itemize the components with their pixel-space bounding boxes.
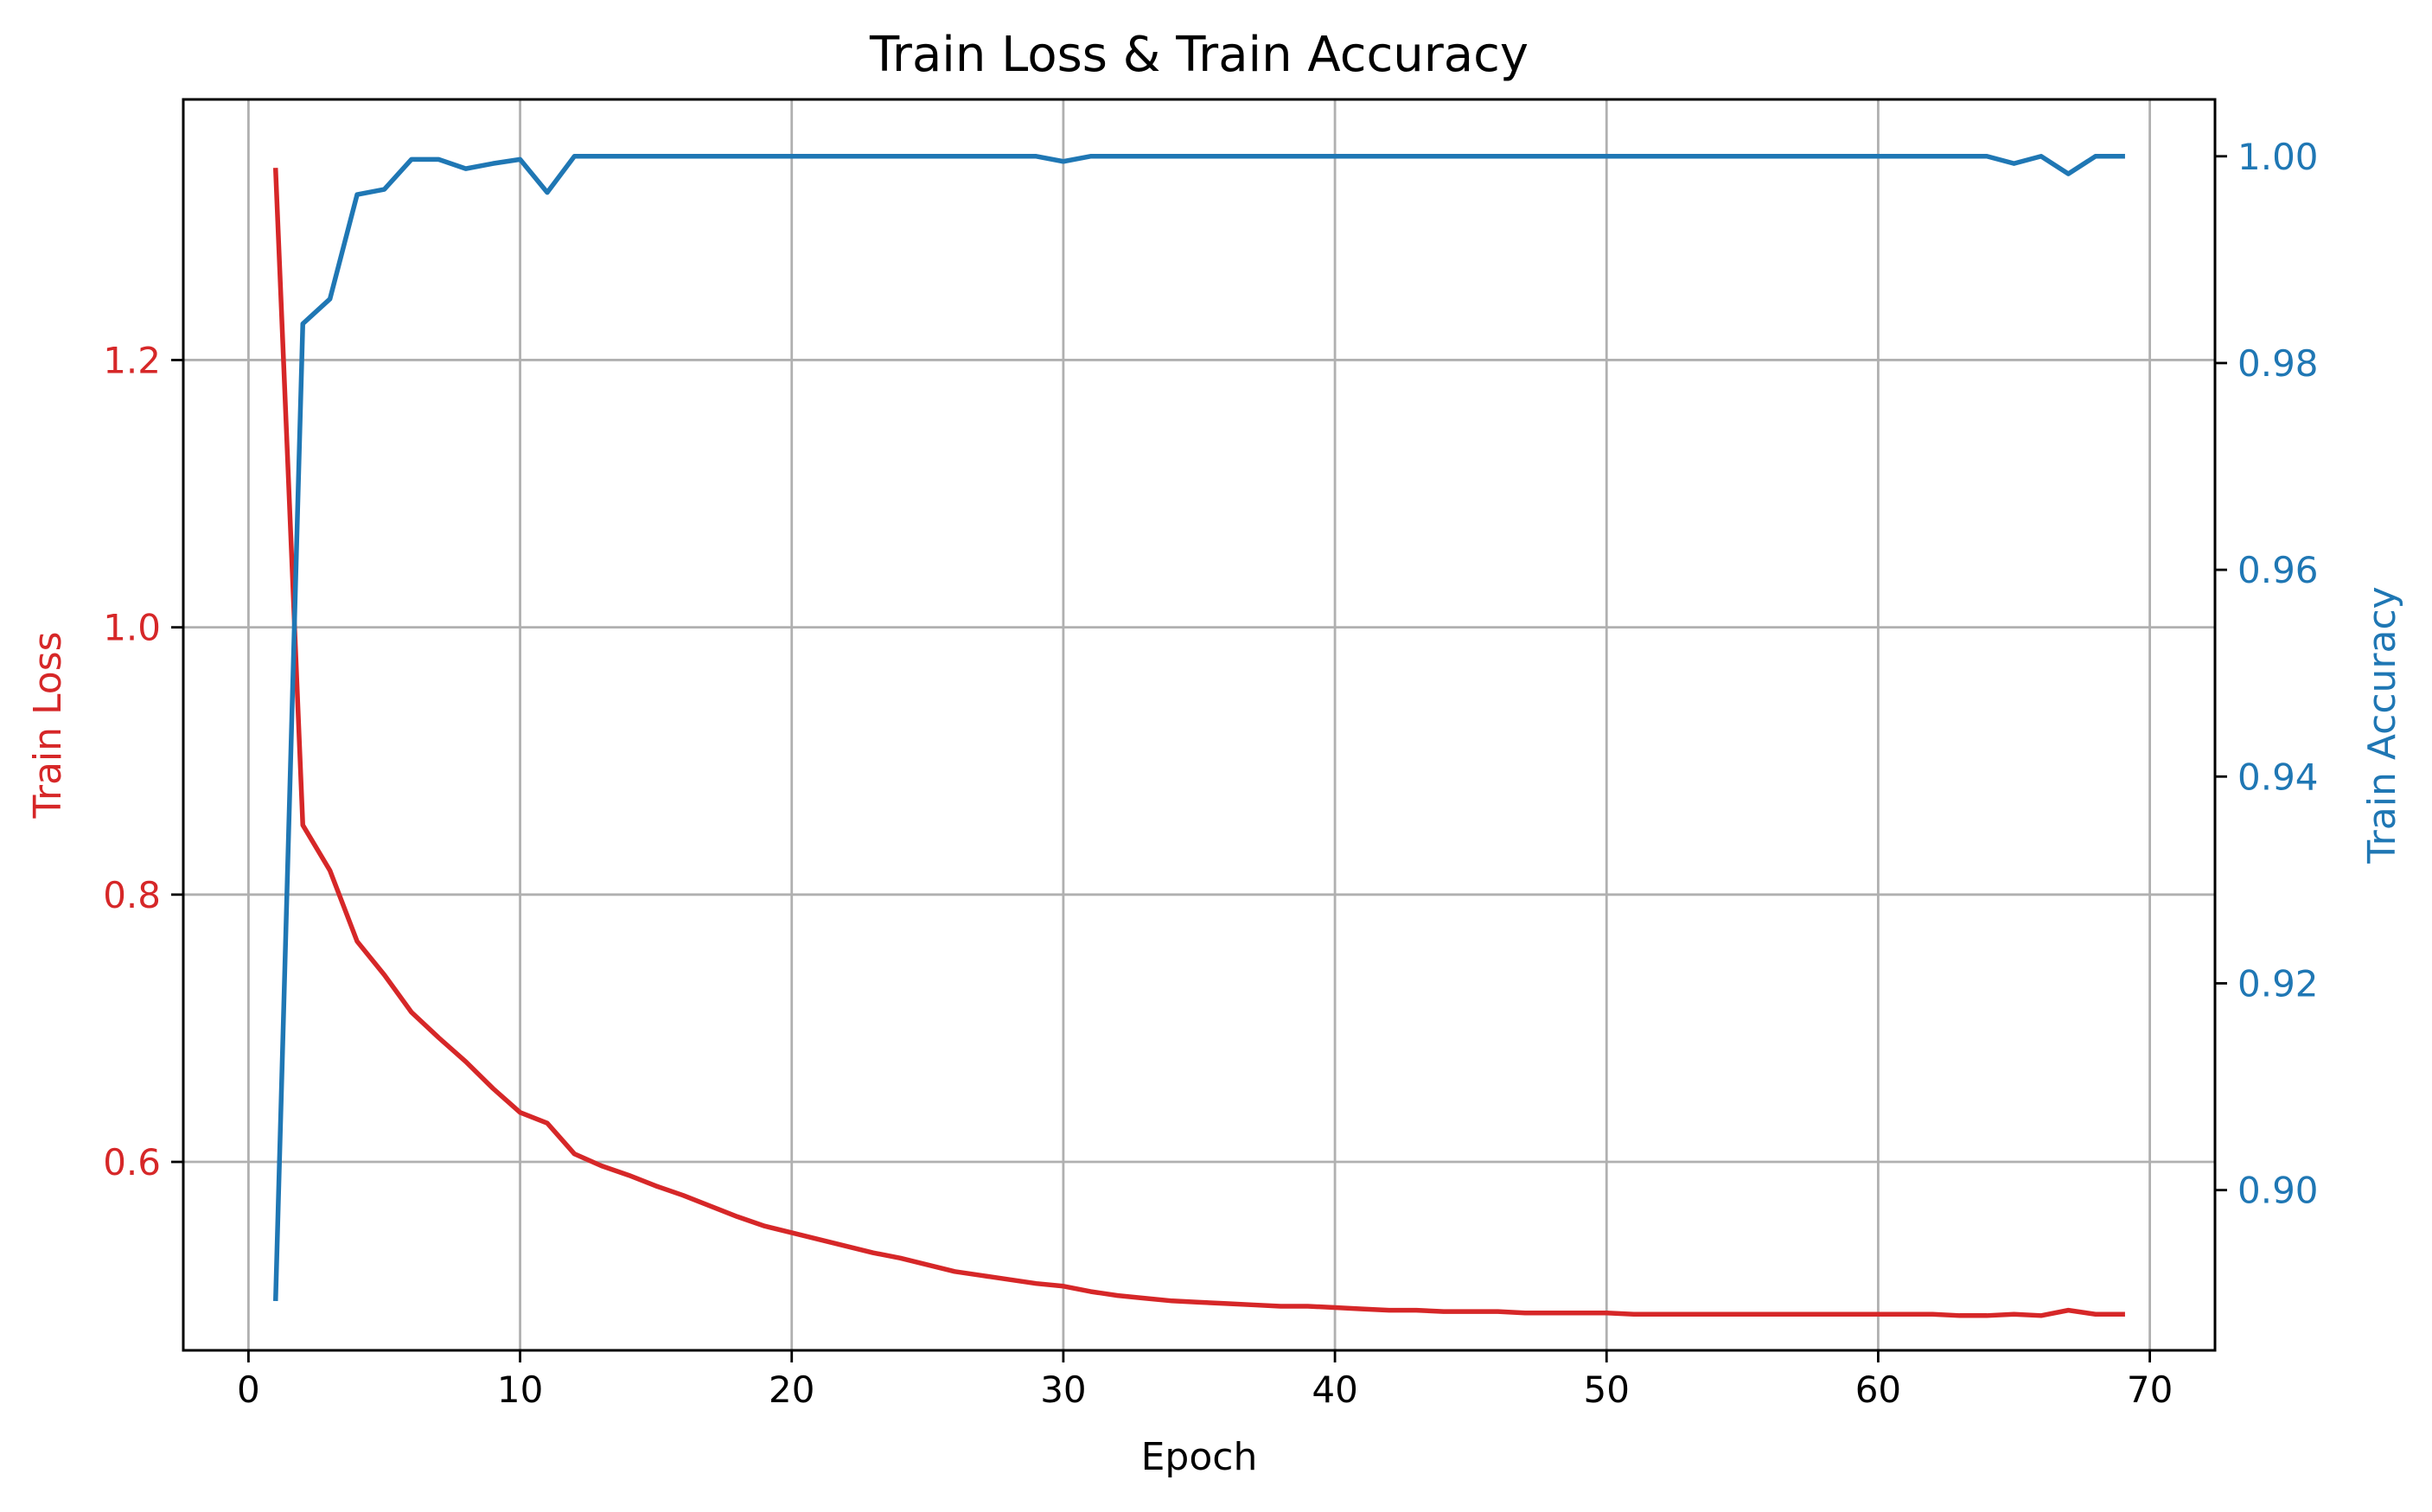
train-accuracy-line (272, 154, 2125, 1302)
left-axis-label: Train Loss (26, 631, 70, 819)
x-axis-label: Epoch (1141, 1435, 1258, 1479)
right-tick-label: 0.92 (2237, 962, 2319, 1005)
x-tick-label: 20 (769, 1368, 814, 1411)
right-axis-label: Train Accuracy (2360, 586, 2404, 864)
x-tick-label: 10 (497, 1368, 543, 1411)
series-layer (272, 154, 2125, 1318)
right-tick-label: 0.98 (2237, 342, 2319, 385)
left-tick-label: 1.0 (103, 607, 161, 649)
grid (183, 99, 2215, 1350)
x-tick-label: 30 (1040, 1368, 1086, 1411)
x-tick-label: 70 (2127, 1368, 2173, 1411)
left-tick-label: 0.6 (103, 1141, 161, 1183)
ticks: 0 10 20 30 40 50 60 70 0.6 0.8 1.0 1.2 0.90 0.92 0.94 0… (103, 136, 2318, 1411)
x-tick-label: 60 (1855, 1368, 1901, 1411)
right-tick-label: 0.94 (2237, 756, 2319, 798)
left-tick-label: 1.2 (103, 339, 161, 381)
right-tick-label: 0.90 (2237, 1170, 2319, 1212)
x-tick-label: 40 (1312, 1368, 1357, 1411)
right-tick-label: 0.96 (2237, 549, 2319, 591)
chart-title: Train Loss & Train Accuracy (869, 27, 1529, 83)
x-tick-label: 0 (237, 1368, 260, 1411)
plot-frame (182, 98, 2217, 1352)
train-loss-line (272, 168, 2125, 1318)
left-tick-label: 0.8 (103, 874, 161, 916)
right-tick-label: 1.00 (2237, 136, 2319, 178)
x-tick-label: 50 (1584, 1368, 1630, 1411)
